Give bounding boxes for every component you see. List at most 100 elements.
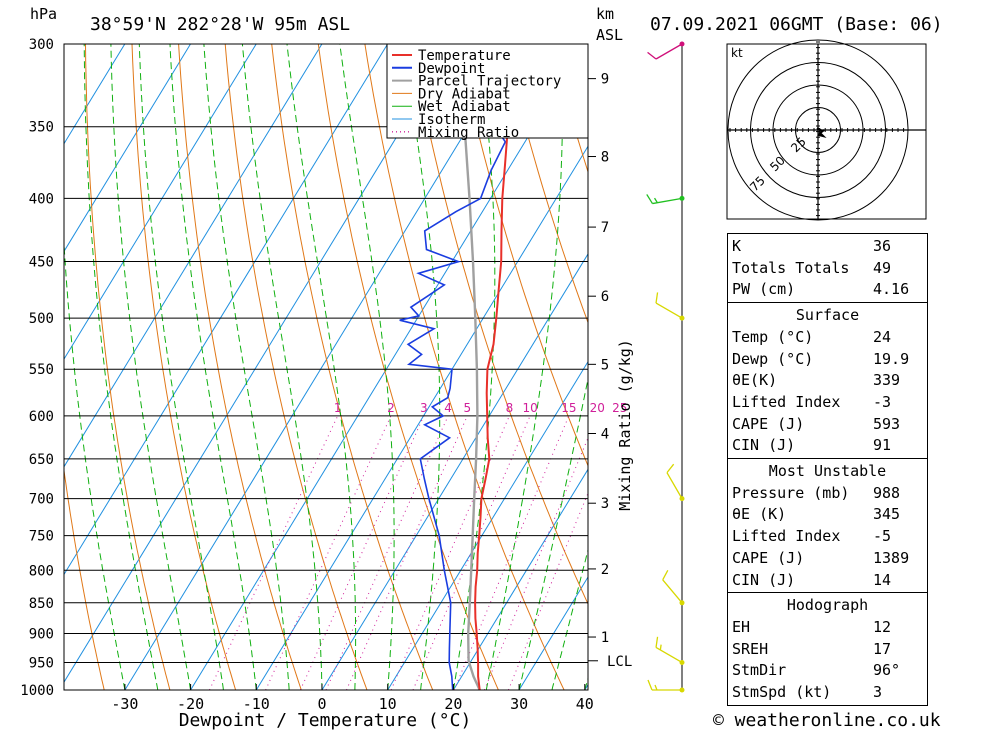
isobar-lines bbox=[64, 43, 588, 691]
index-label: K bbox=[732, 237, 742, 255]
dry-adiabat-line bbox=[224, 44, 368, 690]
most-unstable-value: 14 bbox=[873, 570, 892, 589]
datetime-title: 07.09.2021 06GMT (Base: 06) bbox=[650, 14, 943, 35]
hodograph-block: Hodograph EH 12 SREH 17 StmDir 96° StmSpd (kt)… bbox=[728, 593, 927, 705]
pressure-tick-label: 400 bbox=[29, 191, 54, 207]
legend-label: Dewpoint bbox=[418, 61, 485, 77]
wet-adiabat-line bbox=[286, 44, 357, 690]
mixing-ratio-label: 10 bbox=[522, 401, 537, 415]
wind-barb bbox=[666, 463, 685, 502]
pressure-tick-label: 800 bbox=[29, 563, 54, 579]
surface-row: Lifted Index -3 bbox=[732, 392, 927, 414]
hodograph-index-row: SREH 17 bbox=[732, 639, 927, 661]
index-label: PW (cm) bbox=[732, 280, 796, 299]
most-unstable-row: Lifted Index -5 bbox=[732, 526, 927, 548]
mixing-ratio-line bbox=[483, 436, 588, 690]
mixing-ratio-label: 8 bbox=[506, 401, 514, 415]
hodograph-index-label: EH bbox=[732, 617, 751, 636]
asl-unit-label: ASL bbox=[596, 26, 623, 44]
wet-adiabat-line bbox=[551, 548, 588, 690]
isotherm-line bbox=[321, 253, 588, 690]
wind-barb bbox=[647, 679, 685, 693]
surface-block: Surface Temp (°C) 24 Dewp (°C) 19.9 θE(K) 339… bbox=[728, 303, 927, 460]
mixing-ratio-label: 5 bbox=[464, 401, 472, 415]
isotherm-line bbox=[452, 468, 588, 690]
isotherm-line bbox=[64, 44, 126, 145]
hodograph-index-row: EH 12 bbox=[732, 617, 927, 639]
mixing-ratio-labels: 1 2 3 4 5 8 10 15 20 25 bbox=[334, 401, 627, 415]
hodograph-index-label: StmDir bbox=[732, 661, 787, 680]
wind-barb bbox=[655, 636, 685, 665]
isotherm-line bbox=[64, 44, 257, 361]
pressure-tick-label: 900 bbox=[29, 626, 54, 642]
most-unstable-row: CIN (J) 14 bbox=[732, 570, 927, 592]
surface-row: Temp (°C) 24 bbox=[732, 327, 927, 349]
km-tick-label: 3 bbox=[601, 496, 609, 512]
mixing-ratio-label: 1 bbox=[334, 401, 342, 415]
surface-label: CAPE (J) bbox=[732, 414, 805, 433]
dry-adiabat-line bbox=[504, 44, 588, 324]
mixing-ratio-line bbox=[507, 491, 588, 690]
isotherm-line bbox=[255, 145, 588, 690]
km-tick-label: 2 bbox=[601, 562, 609, 578]
hodograph-index-value: 12 bbox=[873, 617, 892, 636]
pressure-unit-label: hPa bbox=[30, 5, 57, 23]
most-unstable-label: Pressure (mb) bbox=[732, 483, 850, 502]
isotherm-line bbox=[190, 44, 586, 690]
pressure-tick-label: 350 bbox=[29, 120, 54, 136]
km-tick-label: 6 bbox=[601, 289, 609, 305]
wet-adiabat-line bbox=[485, 44, 563, 690]
wet-adiabat-line bbox=[110, 44, 192, 690]
surface-value: 91 bbox=[873, 436, 892, 455]
surface-row: Dewp (°C) 19.9 bbox=[732, 349, 927, 371]
most-unstable-row: θE (K) 345 bbox=[732, 504, 927, 526]
pressure-tick-label: 500 bbox=[29, 311, 54, 327]
x-axis-label: Dewpoint / Temperature (°C) bbox=[179, 710, 472, 731]
hodograph-index-label: StmSpd (kt) bbox=[732, 683, 832, 702]
mixing-ratio-axis-label: Mixing Ratio (g/kg) bbox=[616, 339, 634, 511]
surface-label: Lifted Index bbox=[732, 392, 841, 411]
most-unstable-value: -5 bbox=[873, 527, 892, 546]
hodograph-index-value: 17 bbox=[873, 639, 892, 658]
isotherm-line bbox=[64, 44, 389, 576]
temperature-tick-label: 10 bbox=[379, 695, 397, 713]
mixing-ratio-line bbox=[390, 415, 510, 690]
most-unstable-label: Lifted Index bbox=[732, 527, 841, 546]
hodograph-index-value: 96° bbox=[873, 661, 901, 680]
isotherm-line bbox=[64, 44, 323, 468]
most-unstable-label: θE (K) bbox=[732, 505, 787, 524]
indices-panel: K 36 Totals Totals 49 PW (cm) 4.16 Surface Te… bbox=[727, 233, 928, 706]
most-unstable-value: 988 bbox=[873, 483, 901, 502]
isotherm-line bbox=[64, 44, 191, 253]
pressure-tick-label: 750 bbox=[29, 529, 54, 545]
dry-adiabat-line bbox=[85, 44, 171, 690]
mixing-ratio-line bbox=[209, 415, 339, 690]
km-tick-label: 7 bbox=[601, 220, 609, 236]
dewpoint-line bbox=[399, 44, 518, 690]
surface-label: CIN (J) bbox=[732, 436, 796, 455]
most-unstable-label: CAPE (J) bbox=[732, 548, 805, 567]
index-label: Totals Totals bbox=[732, 258, 850, 277]
index-row: K 36 bbox=[732, 236, 927, 258]
index-row: PW (cm) 4.16 bbox=[732, 279, 927, 301]
pressure-tick-label: 700 bbox=[29, 492, 54, 508]
most-unstable-title: Most Unstable bbox=[768, 462, 887, 481]
pressure-tick-label: 950 bbox=[29, 655, 54, 671]
km-unit-label: km bbox=[596, 5, 614, 23]
isotherm-line bbox=[124, 44, 520, 690]
index-value: 4.16 bbox=[873, 280, 910, 299]
dry-adiabat-line bbox=[924, 44, 1000, 690]
wet-adiabat-line bbox=[169, 44, 257, 690]
wet-adiabat-line bbox=[203, 44, 290, 690]
most-unstable-row: CAPE (J) 1389 bbox=[732, 548, 927, 570]
temperature-tick-label: -20 bbox=[177, 695, 204, 713]
legend-label: Wet Adiabat bbox=[418, 99, 511, 115]
temperature-tick-label: 20 bbox=[444, 695, 462, 713]
pressure-tick-label: 300 bbox=[29, 37, 54, 53]
wind-barb bbox=[646, 194, 685, 205]
surface-label: Temp (°C) bbox=[732, 327, 814, 346]
lcl-label: LCL bbox=[607, 654, 632, 670]
hodograph-unit-label: kt bbox=[731, 46, 743, 60]
